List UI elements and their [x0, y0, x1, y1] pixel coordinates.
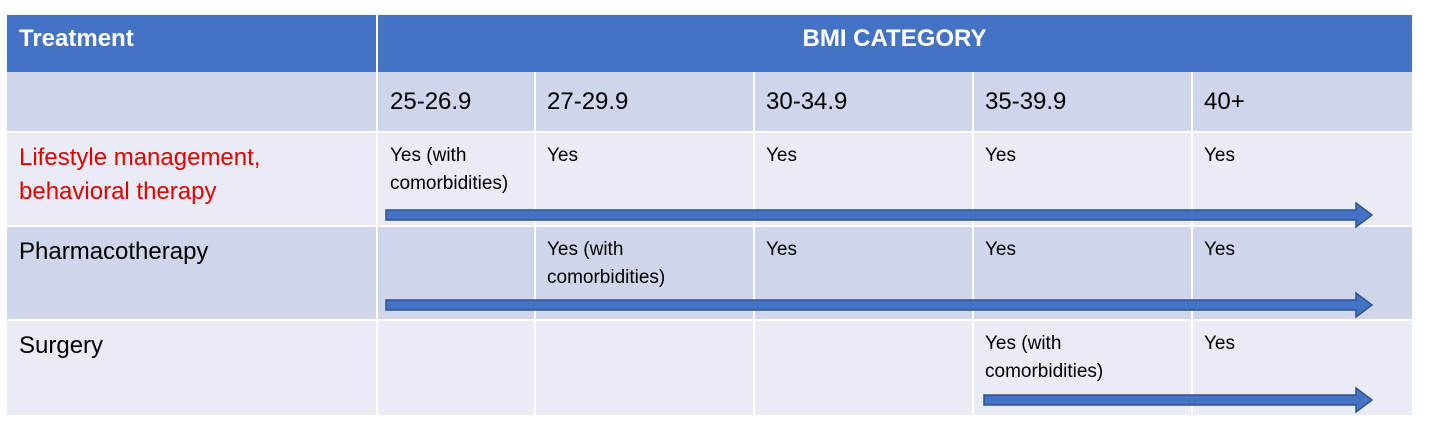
- divider: [7, 319, 1412, 321]
- divider: [7, 225, 1412, 227]
- cell-surgery-40: Yes: [1204, 333, 1235, 354]
- cell-pharma-40: Yes: [1204, 239, 1235, 260]
- arrow-pharmacotherapy-icon: [385, 291, 1374, 319]
- column-label-30: 30-34.9: [766, 88, 848, 115]
- treatment-bmi-table: Treatment BMI CATEGORY 25-26.9 27-29.9 3…: [7, 15, 1412, 415]
- divider: [376, 15, 378, 415]
- divider: [972, 72, 974, 415]
- cell-pharma-27: Yes (with comorbidities): [547, 239, 666, 288]
- cell-pharma-30: Yes: [766, 239, 797, 260]
- divider: [7, 131, 1412, 133]
- arrow-surgery-icon: [983, 386, 1374, 414]
- header-bmi-category-cell: BMI CATEGORY: [377, 15, 1412, 72]
- arrow-lifestyle-icon: [385, 201, 1374, 229]
- cell-lifestyle-30: Yes: [766, 145, 797, 166]
- column-label-27: 27-29.9: [547, 88, 629, 115]
- header-treatment-label: Treatment: [19, 25, 134, 52]
- treatment-label-surgery: Surgery: [19, 332, 104, 359]
- divider: [1191, 72, 1193, 415]
- divider: [753, 72, 755, 415]
- column-label-40: 40+: [1204, 88, 1245, 115]
- column-label-25: 25-26.9: [390, 88, 472, 115]
- cell-lifestyle-40: Yes: [1204, 145, 1235, 166]
- treatment-label-pharmacotherapy: Pharmacotherapy: [19, 238, 209, 265]
- column-label-35: 35-39.9: [985, 88, 1067, 115]
- column-header-row: [7, 72, 1412, 132]
- header-bmi-category-label: BMI CATEGORY: [802, 25, 987, 52]
- cell-lifestyle-35: Yes: [985, 145, 1016, 166]
- cell-pharma-35: Yes: [985, 239, 1016, 260]
- header-treatment-cell: Treatment: [7, 15, 377, 72]
- cell-surgery-35: Yes (with comorbidities): [985, 333, 1104, 382]
- divider: [534, 72, 536, 415]
- cell-lifestyle-27: Yes: [547, 145, 578, 166]
- treatment-label-lifestyle: Lifestyle management, behavioral therapy: [19, 144, 261, 205]
- cell-lifestyle-25: Yes (with comorbidities): [390, 145, 509, 194]
